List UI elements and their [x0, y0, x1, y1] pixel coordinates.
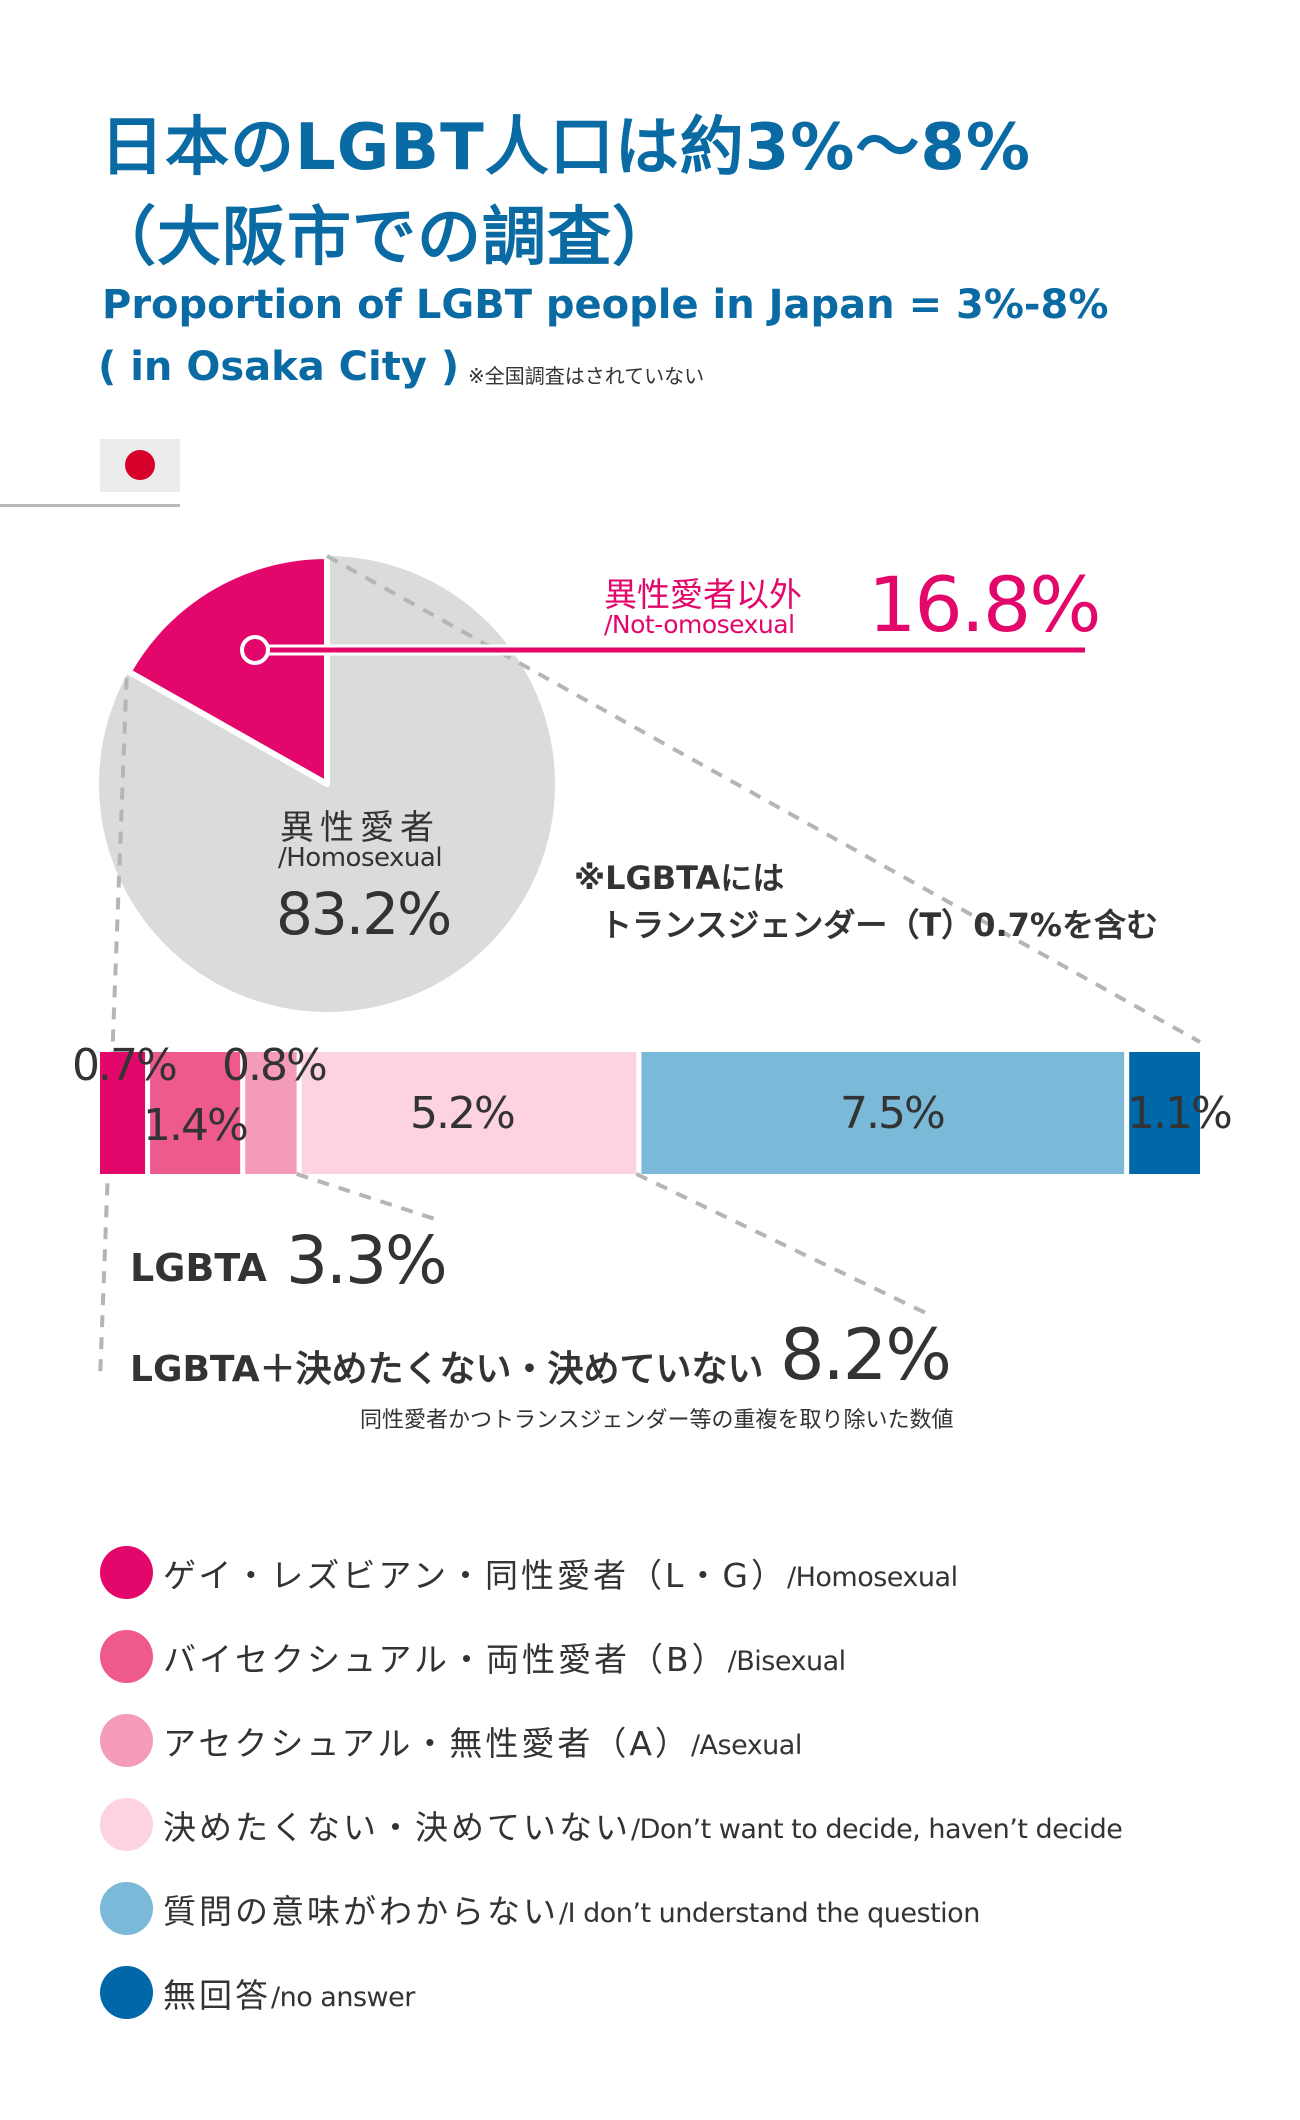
bar-label-undecided: 5.2% [410, 1088, 516, 1139]
legend-dot-icon [100, 1966, 153, 2019]
legend-item: 決めたくない・決めていない /Don’t want to decide, hav… [100, 1798, 1123, 1851]
pie-label-en: /Homosexual [278, 843, 443, 873]
callout-marker [240, 635, 270, 665]
bar-segment-dont-understand [641, 1052, 1125, 1174]
legend-label-en: /Don’t want to decide, haven’t decide [631, 1814, 1123, 1845]
callout-value: 16.8% [868, 560, 1101, 649]
japan-flag-icon [100, 439, 180, 492]
page-title-line2: （大阪市での調査） [92, 201, 677, 275]
legend-dot-icon [100, 1630, 153, 1683]
legend-label-ja: ゲイ・レズビアン・同性愛者（L・G） [163, 1555, 787, 1595]
connector-lgbta [296, 1172, 439, 1222]
subtitle-line2: ( in Osaka City ) [98, 344, 460, 390]
stacked-bar [100, 1052, 1200, 1174]
bar-segment-no-answer [1129, 1052, 1200, 1174]
bar-segment-a [245, 1052, 297, 1174]
subtitle-line1: Proportion of LGBT people in Japan = 3%-… [102, 282, 1109, 328]
subtitle-note: ※全国調査はされていない [468, 364, 705, 388]
legend-item: ゲイ・レズビアン・同性愛者（L・G） /Homosexual [100, 1546, 1122, 1599]
bar-label-lg: 0.7% [72, 1040, 178, 1091]
note-line2: トランスジェンダー（T）0.7%を含む [600, 906, 1158, 944]
bar-label-no-answer: 1.1% [1127, 1088, 1233, 1139]
pie-value: 83.2% [276, 880, 452, 948]
connector-lgbta-plus [635, 1172, 931, 1317]
bar-segment-b [150, 1052, 241, 1174]
pie-label-ja: 異性愛者 [280, 808, 440, 848]
bar-label-b: 1.4% [143, 1100, 249, 1151]
callout [240, 635, 1085, 665]
legend-item: 質問の意味がわからない /I don’t understand the ques… [100, 1882, 1122, 1935]
legend-dot-icon [100, 1714, 153, 1767]
bar-segment-undecided [301, 1052, 637, 1174]
legend-label-en: /I don’t understand the question [559, 1898, 980, 1929]
summary-footnote: 同性愛者かつトランスジェンダー等の重複を取り除いた数値 [360, 1408, 954, 1433]
legend-label-ja: バイセクシュアル・両性愛者（B） [163, 1639, 728, 1679]
page-title-line1: 日本のLGBT人口は約3%〜8% [100, 111, 1032, 185]
callout-label-ja: 異性愛者以外 [604, 575, 802, 614]
summary-lgbta-label: LGBTA [130, 1246, 267, 1290]
legend-label-ja: 無回答 [163, 1975, 271, 2015]
legend-label-ja: 質問の意味がわからない [163, 1891, 559, 1931]
note-line1: ※LGBTAには [574, 859, 785, 897]
legend-dot-icon [100, 1882, 153, 1935]
connector-pie-to-bar-left [98, 677, 129, 1381]
legend-label-ja: 決めたくない・決めていない [163, 1807, 631, 1847]
pie-chart [99, 553, 555, 1012]
legend-dot-icon [100, 1546, 153, 1599]
connector-lines [98, 554, 1201, 1381]
legend-item: アセクシュアル・無性愛者（A） /Asexual [100, 1714, 1122, 1767]
summary-lgbta-plus-label: LGBTA＋決めたくない・決めていない [130, 1349, 764, 1390]
legend-item: バイセクシュアル・両性愛者（B） /Bisexual [100, 1630, 1122, 1683]
summary-lgbta-plus-value: 8.2% [780, 1314, 952, 1396]
legend-label-en: /Bisexual [727, 1646, 846, 1677]
legend-label-en: /Asexual [690, 1730, 802, 1761]
legend-dot-icon [100, 1798, 153, 1851]
legend-label-en: /no answer [271, 1982, 415, 2013]
bar-segment-lg [100, 1052, 146, 1174]
legend-item: 無回答 /no answer [100, 1966, 1122, 2019]
bar-label-dont-understand: 7.5% [840, 1088, 946, 1139]
legend: ゲイ・レズビアン・同性愛者（L・G） /Homosexual バイセクシュアル・… [100, 1546, 1123, 2050]
summary-lgbta-value: 3.3% [286, 1222, 448, 1299]
pie-slice-not-homosexual [125, 553, 330, 787]
flag-sun [125, 450, 155, 480]
legend-label-ja: アセクシュアル・無性愛者（A） [163, 1723, 691, 1763]
divider [0, 504, 180, 507]
legend-label-en: /Homosexual [786, 1562, 958, 1593]
bar-label-a: 0.8% [222, 1040, 328, 1091]
callout-label-en: /Not-omosexual [604, 610, 795, 639]
